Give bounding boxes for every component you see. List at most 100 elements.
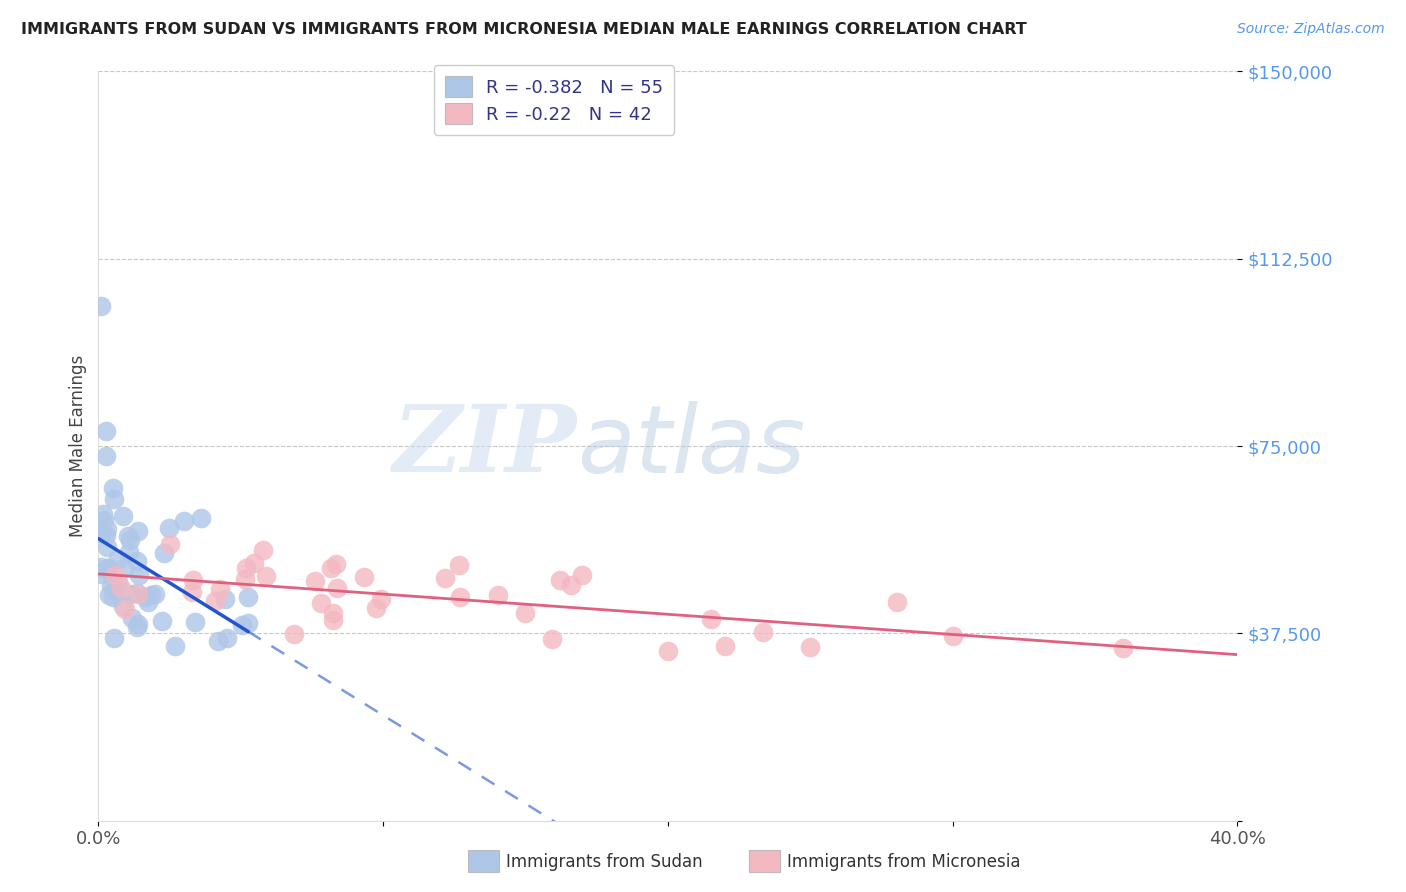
Point: [96, 561, 118, 575]
Text: IMMIGRANTS FROM SUDAN VS IMMIGRANTS FROM MICRONESIA MEDIAN MALE EARNINGS CORRELA: IMMIGRANTS FROM SUDAN VS IMMIGRANTS FROM…: [21, 22, 1026, 37]
Point: [90, 525, 112, 540]
Point: [90, 559, 112, 574]
Point: [110, 582, 132, 596]
Point: [153, 546, 176, 560]
Legend: R = -0.382   N = 55, R = -0.22   N = 42: R = -0.382 N = 55, R = -0.22 N = 42: [434, 65, 673, 135]
Point: [103, 631, 125, 645]
Point: [114, 602, 136, 616]
Point: [97, 561, 120, 575]
Point: [150, 614, 173, 628]
Point: [125, 553, 148, 567]
Text: atlas: atlas: [576, 401, 806, 491]
Point: [486, 588, 509, 602]
Point: [100, 579, 122, 593]
Text: ZIP: ZIP: [392, 401, 576, 491]
Point: [283, 627, 305, 641]
Point: [136, 595, 159, 609]
Point: [120, 587, 142, 601]
Point: [173, 514, 195, 528]
Point: [304, 574, 326, 588]
Point: [127, 524, 149, 538]
Point: [107, 574, 129, 589]
Point: [449, 591, 471, 605]
Point: [714, 639, 737, 653]
Text: Immigrants from Sudan: Immigrants from Sudan: [506, 853, 703, 871]
Point: [322, 613, 344, 627]
Point: [128, 567, 150, 582]
Point: [91, 507, 114, 521]
Point: [434, 570, 457, 584]
Point: [118, 533, 141, 547]
Point: [118, 545, 141, 559]
Point: [235, 560, 257, 574]
Point: [233, 573, 256, 587]
Point: [157, 521, 180, 535]
Point: [752, 625, 775, 640]
Point: [134, 591, 156, 605]
Point: [127, 587, 149, 601]
Point: [886, 595, 908, 609]
Point: [107, 552, 129, 566]
Text: Immigrants from Micronesia: Immigrants from Micronesia: [787, 853, 1021, 871]
Point: [93, 513, 115, 527]
Point: [183, 615, 205, 630]
Point: [208, 582, 231, 597]
Point: [548, 573, 571, 587]
Point: [214, 591, 236, 606]
Point: [364, 600, 387, 615]
Point: [236, 616, 259, 631]
Point: [96, 528, 118, 542]
Point: [700, 612, 723, 626]
Point: [101, 481, 124, 495]
Point: [541, 632, 564, 647]
Point: [799, 640, 821, 654]
Point: [190, 510, 212, 524]
Point: [254, 569, 277, 583]
Point: [90, 567, 112, 582]
Point: [942, 629, 965, 643]
Point: [90, 525, 112, 540]
Point: [322, 607, 344, 621]
Point: [112, 561, 135, 575]
Point: [121, 611, 143, 625]
Point: [96, 540, 118, 554]
Point: [90, 299, 112, 313]
Point: [94, 562, 117, 576]
Point: [370, 592, 392, 607]
Point: [96, 522, 118, 536]
Point: [181, 573, 204, 587]
Point: [309, 596, 332, 610]
Point: [139, 588, 162, 602]
Point: [515, 606, 537, 620]
Point: [112, 509, 135, 524]
Point: [215, 631, 238, 645]
Point: [321, 561, 343, 575]
Text: Source: ZipAtlas.com: Source: ZipAtlas.com: [1237, 22, 1385, 37]
Point: [657, 644, 679, 658]
Point: [204, 594, 226, 608]
Point: [159, 537, 181, 551]
Point: [103, 568, 125, 582]
Point: [1112, 640, 1135, 655]
Point: [325, 581, 347, 595]
Point: [117, 528, 139, 542]
Point: [560, 578, 582, 592]
Point: [353, 570, 375, 584]
Point: [252, 543, 274, 558]
Point: [243, 556, 266, 570]
Y-axis label: Median Male Earnings: Median Male Earnings: [69, 355, 87, 537]
Point: [236, 591, 259, 605]
Point: [325, 557, 347, 571]
Point: [127, 619, 149, 633]
Point: [180, 584, 202, 599]
Point: [127, 617, 149, 632]
Point: [94, 424, 117, 438]
Point: [447, 558, 470, 572]
Point: [101, 590, 124, 604]
Point: [103, 491, 125, 506]
Point: [103, 582, 125, 597]
Point: [127, 586, 149, 600]
Point: [571, 568, 593, 582]
Point: [163, 639, 186, 653]
Point: [97, 588, 120, 602]
